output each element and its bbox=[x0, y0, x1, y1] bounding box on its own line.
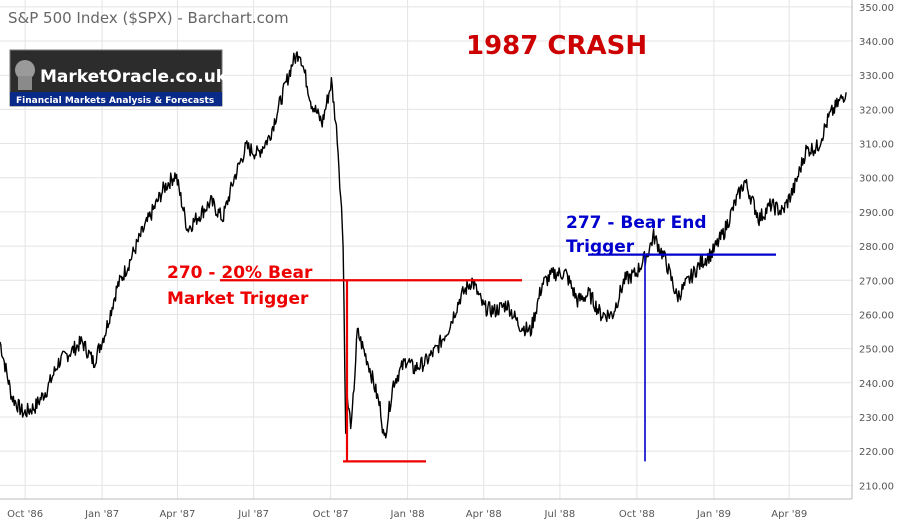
annotation-lines bbox=[220, 253, 776, 463]
y-tick-label: 320.00 bbox=[859, 105, 894, 116]
headline: 1987 CRASH bbox=[466, 31, 647, 61]
price-series bbox=[0, 51, 847, 439]
x-tick-label: Jul '88 bbox=[544, 509, 576, 520]
x-tick-label: Apr '89 bbox=[771, 509, 807, 520]
y-tick-labels: 350.00 340.00 330.00 320.00 310.00 300.00 290.… bbox=[859, 3, 894, 492]
x-tick-label: Oct '88 bbox=[619, 509, 655, 520]
y-tick-label: 210.00 bbox=[859, 481, 894, 492]
y-tick-label: 220.00 bbox=[859, 447, 894, 458]
x-tick-labels: Oct '86 Jan '87 Apr '87 Jul '87 Oct '87 Jan '… bbox=[7, 509, 807, 520]
x-tick-label: Apr '87 bbox=[159, 509, 195, 520]
oracle-figure-icon bbox=[15, 60, 35, 80]
x-tick-label: Apr '88 bbox=[466, 509, 502, 520]
y-tick-label: 330.00 bbox=[859, 71, 894, 82]
logo-tagline-bar bbox=[10, 92, 222, 106]
x-tick-label: Jan '89 bbox=[696, 509, 731, 520]
x-tick-label: Jan '87 bbox=[84, 509, 119, 520]
y-tick-label: 290.00 bbox=[859, 208, 894, 219]
series-line bbox=[0, 51, 847, 439]
y-tick-label: 270.00 bbox=[859, 276, 894, 287]
chart-title: S&P 500 Index ($SPX) - Barchart.com bbox=[8, 9, 289, 27]
y-tick-label: 250.00 bbox=[859, 345, 894, 356]
y-tick-label: 350.00 bbox=[859, 3, 894, 14]
x-tick-label: Jul '87 bbox=[237, 509, 269, 520]
x-tick-label: Oct '87 bbox=[313, 509, 349, 520]
blue-annotation-line1: 277 - Bear End bbox=[566, 213, 707, 233]
y-tick-label: 260.00 bbox=[859, 310, 894, 321]
logo: MarketOracle.co.uk Financial Markets Ana… bbox=[9, 49, 228, 107]
y-tick-label: 280.00 bbox=[859, 242, 894, 253]
y-tick-label: 340.00 bbox=[859, 37, 894, 48]
oracle-figure-body-icon bbox=[18, 76, 32, 90]
blue-annotation-line2: Trigger bbox=[566, 237, 635, 257]
red-annotation-line2: Market Trigger bbox=[167, 289, 309, 309]
y-tick-label: 310.00 bbox=[859, 140, 894, 151]
red-annotation-line1: 270 - 20% Bear bbox=[167, 263, 313, 283]
x-tick-label: Jan '88 bbox=[390, 509, 425, 520]
y-tick-label: 240.00 bbox=[859, 379, 894, 390]
x-tick-label: Oct '86 bbox=[7, 509, 43, 520]
y-tick-label: 300.00 bbox=[859, 174, 894, 185]
logo-name: MarketOracle.co.uk bbox=[40, 67, 228, 87]
y-tick-label: 230.00 bbox=[859, 413, 894, 424]
logo-tagline: Financial Markets Analysis & Forecasts bbox=[16, 96, 214, 106]
